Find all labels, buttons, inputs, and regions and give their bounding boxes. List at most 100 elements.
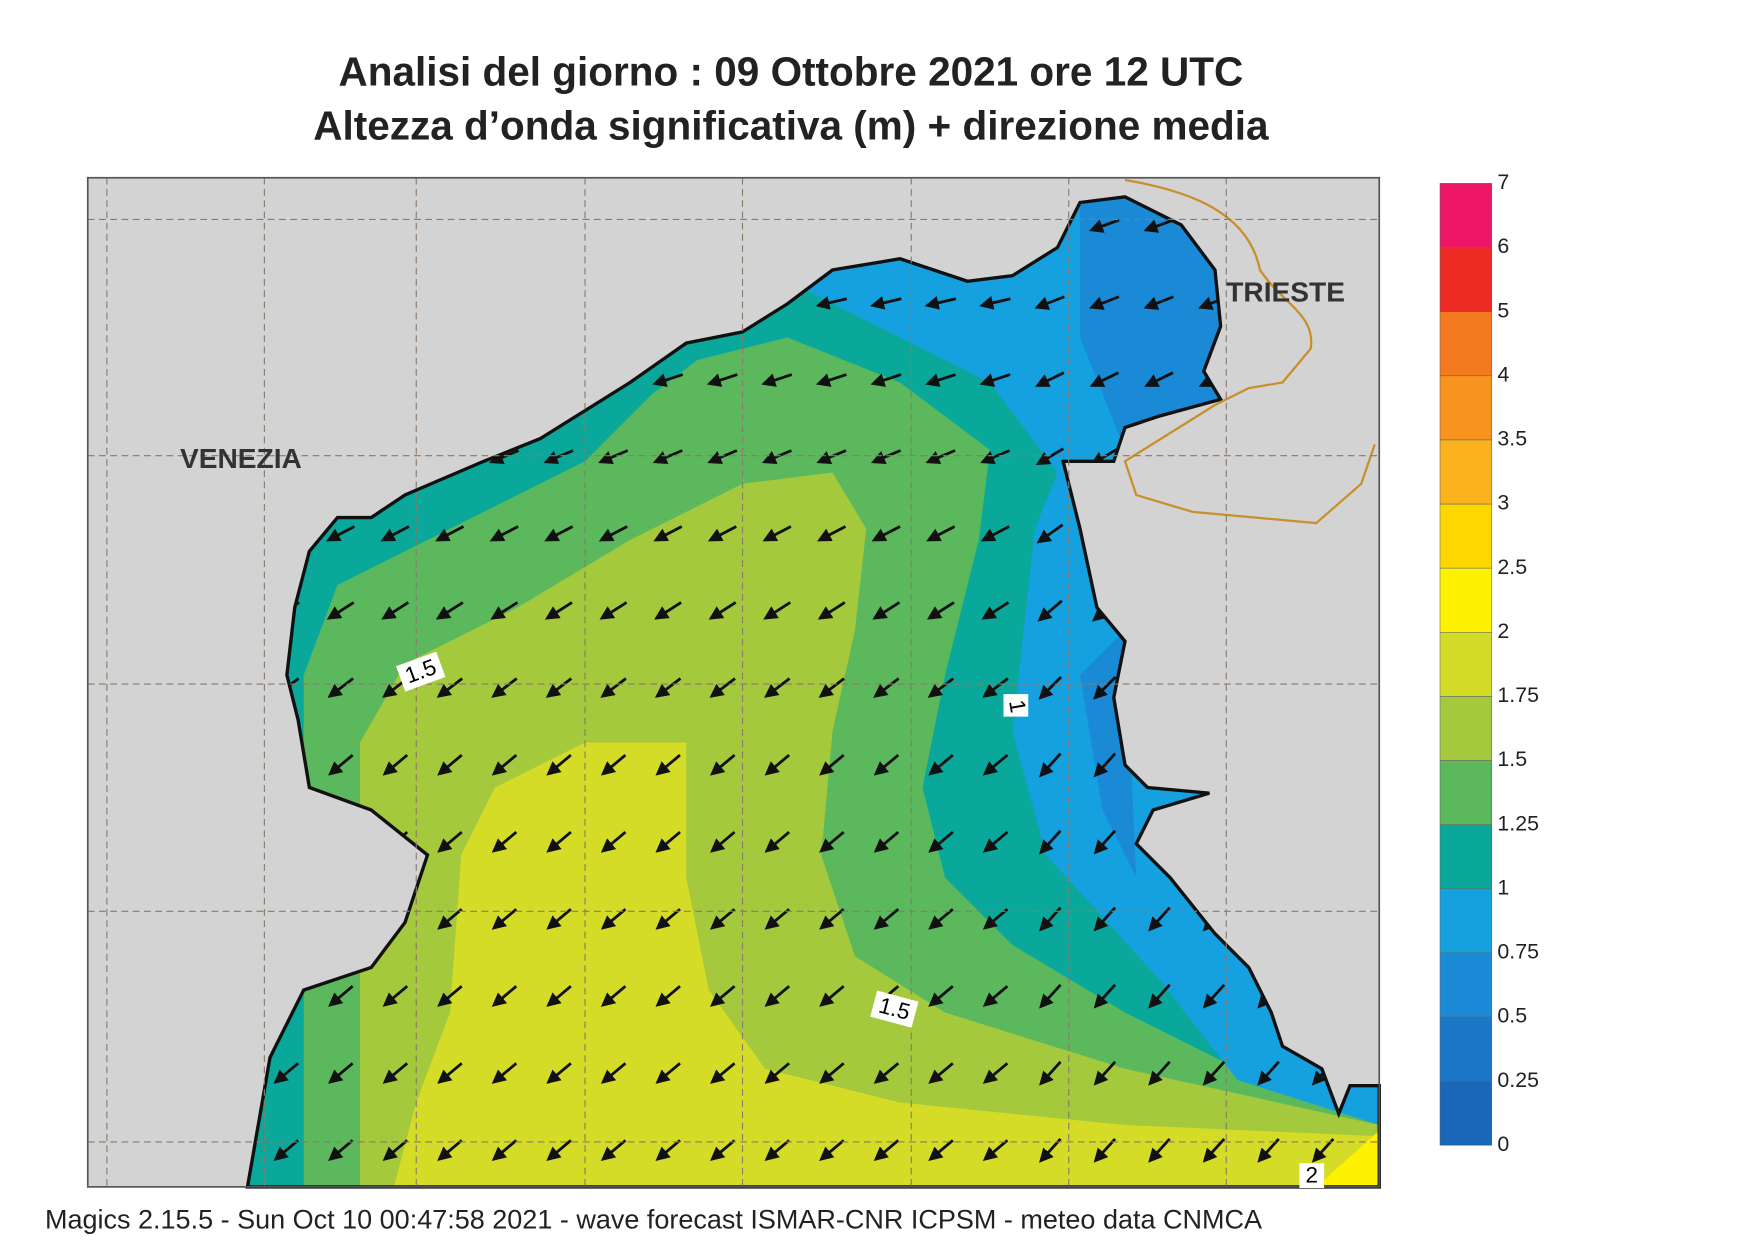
arrow (819, 985, 845, 1007)
arrow (491, 1139, 518, 1161)
arrow (764, 1062, 791, 1084)
arrow (1039, 1060, 1062, 1086)
arrow (491, 831, 518, 853)
arrow (928, 753, 954, 776)
arrow (815, 295, 848, 310)
arrow (491, 985, 518, 1007)
arrow (872, 601, 901, 620)
arrow (273, 1139, 299, 1161)
arrow (764, 831, 791, 853)
arrow (928, 985, 954, 1007)
arrow (437, 1139, 463, 1161)
colorbar-label: 4 (1497, 362, 1509, 386)
arrow (819, 908, 845, 930)
arrow (982, 1062, 1009, 1084)
arrow (382, 985, 409, 1007)
colorbar-box (1439, 1016, 1493, 1082)
arrow (1034, 295, 1065, 310)
arrow (982, 677, 1009, 698)
arrow (489, 525, 519, 542)
colorbar-label: 6 (1497, 234, 1509, 258)
arrow (543, 449, 574, 464)
arrow (982, 985, 1009, 1007)
border (1123, 178, 1376, 525)
arrow (1037, 599, 1063, 622)
arrow (873, 831, 900, 853)
arrow (326, 601, 355, 620)
arrow (709, 677, 736, 698)
arrow (600, 908, 627, 930)
arrow (707, 525, 737, 542)
arrow (763, 601, 792, 620)
arrow (380, 525, 410, 542)
colorbar-box (1439, 696, 1493, 761)
arrow (600, 753, 627, 776)
arrow (1089, 295, 1120, 310)
arrow (599, 601, 628, 620)
arrow (925, 373, 956, 387)
colorbar-box (1439, 1080, 1493, 1146)
arrow (1035, 371, 1065, 387)
arrow (764, 908, 791, 930)
arrow (761, 373, 793, 387)
arrow (1039, 752, 1062, 778)
arrow (598, 525, 628, 542)
arrow (544, 525, 574, 542)
arrow (926, 525, 956, 542)
arrow (490, 601, 519, 620)
arrow (1093, 675, 1117, 700)
arrow (925, 449, 956, 464)
arrow (982, 753, 1009, 776)
arrow (873, 908, 900, 930)
colorbar-label: 3.5 (1497, 427, 1527, 451)
arrow (382, 1062, 409, 1084)
arrow (706, 373, 738, 387)
arrow (710, 908, 736, 930)
arrow (273, 1062, 299, 1084)
arrow (1148, 983, 1171, 1009)
label-box (870, 990, 919, 1028)
arrow (1257, 1060, 1280, 1086)
contour-label: 1 (1004, 698, 1031, 715)
arrow (1039, 829, 1062, 855)
colorbar-label: 1 (1497, 875, 1509, 899)
arrow (328, 985, 354, 1007)
colorbar-box (1439, 439, 1493, 505)
arrow (654, 677, 682, 698)
label-box (1003, 694, 1029, 717)
arrow (926, 601, 955, 620)
arrow (654, 601, 682, 620)
arrow (1093, 1137, 1117, 1163)
arrow (1144, 371, 1174, 387)
colorbar-box (1439, 888, 1493, 954)
arrow (600, 1139, 627, 1161)
title: Analisi del giorno : 09 Ottobre 2021 ore… (339, 49, 1244, 95)
arrow (817, 525, 847, 542)
arrow (1039, 983, 1062, 1009)
colorbar-box (1439, 760, 1493, 825)
arrow (764, 677, 791, 698)
arrow (435, 601, 464, 620)
colorbar-label: 0 (1497, 1132, 1509, 1156)
arrow (1093, 1060, 1117, 1086)
arrow (928, 1139, 954, 1161)
arrow (491, 908, 518, 930)
colorbar-label: 3 (1497, 491, 1509, 515)
arrow (928, 908, 954, 930)
arrow (764, 985, 791, 1007)
arrow (710, 753, 736, 776)
colorbar-label: 0.5 (1497, 1004, 1527, 1028)
colorbar-label: 1.25 (1497, 811, 1539, 835)
arrow (546, 985, 572, 1007)
arrow (980, 449, 1011, 464)
arrow (436, 677, 464, 698)
colorbar-box (1439, 183, 1493, 248)
arrow (818, 677, 845, 698)
arrow (982, 831, 1009, 853)
arrow (819, 753, 845, 776)
arrow (655, 985, 681, 1007)
colorbar-label: 1.5 (1497, 747, 1527, 771)
arrow (544, 601, 573, 620)
arrow (491, 677, 518, 698)
